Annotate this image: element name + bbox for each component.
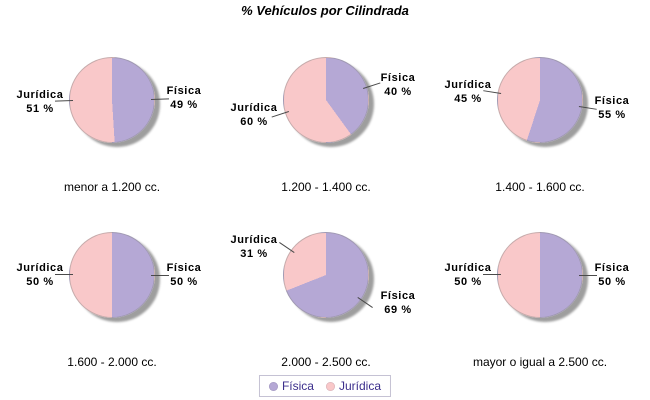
slice-series-name: Jurídica <box>444 262 492 274</box>
slice-percent-value: 50 % <box>170 276 198 288</box>
slice-label-juridica: Jurídica 50 % <box>17 261 64 289</box>
slice-percent-value: 60 % <box>240 116 268 129</box>
legend-item-fisica: Física <box>268 379 314 393</box>
slice-percent-value: 51 % <box>26 102 54 115</box>
slice-percent-value: 31 % <box>240 248 268 261</box>
slice-percent-value: 49 % <box>170 99 198 112</box>
category-label: mayor o igual a 2.500 cc. <box>472 355 608 369</box>
category-label: 2.000 - 2.500 cc. <box>281 355 371 369</box>
pie-circle <box>283 57 369 143</box>
pie-chart-cell: Física 49 % Jurídica 51 % menor a 1.200 cc. <box>5 40 219 215</box>
pie-circle <box>497 57 583 143</box>
slice-percent-value: 50 % <box>454 276 482 288</box>
slice-series-name: Física <box>594 262 630 274</box>
pie-chart-cell: Física 50 % Jurídica 50 % mayor o igual a 2.… <box>433 215 647 390</box>
slice-series-name: Jurídica <box>16 262 64 274</box>
slice-series-name: Jurídica <box>230 102 278 115</box>
pie-chart-cell: Física 69 % Jurídica 31 % 2.000 - 2.500 cc. <box>219 215 433 390</box>
slice-percent-value: 55 % <box>598 108 626 121</box>
slice-series-name: Jurídica <box>444 79 492 92</box>
legend-box: Física Jurídica <box>258 375 392 397</box>
slice-series-name: Física <box>380 71 416 84</box>
slice-percent-value: 50 % <box>26 276 54 288</box>
slice-percent-value: 69 % <box>384 303 412 316</box>
category-label: menor a 1.200 cc. <box>63 180 161 194</box>
slice-series-name: Física <box>380 289 416 302</box>
pie-chart-cell: Física 55 % Jurídica 45 % 1.400 - 1.600 cc. <box>433 40 647 215</box>
label-connector-line <box>483 274 501 275</box>
label-connector-line <box>150 98 169 100</box>
slice-label-fisica: Física 69 % <box>381 289 416 317</box>
legend-label-juridica: Jurídica <box>338 379 382 393</box>
slice-series-name: Física <box>594 94 630 107</box>
slice-label-fisica: Física 55 % <box>595 94 630 122</box>
label-connector-line <box>55 274 73 275</box>
pie-circle <box>283 232 369 318</box>
pie-circle <box>497 232 583 318</box>
slice-series-name: Física <box>166 262 202 274</box>
fisica-color-swatch-icon <box>268 381 278 391</box>
slice-percent-value: 45 % <box>454 93 482 106</box>
slice-label-juridica: Jurídica 31 % <box>231 233 278 261</box>
slice-label-fisica: Física 50 % <box>167 261 202 289</box>
category-label: 1.200 - 1.400 cc. <box>281 180 371 194</box>
legend-item-juridica: Jurídica <box>325 379 382 393</box>
slice-label-fisica: Física 50 % <box>595 261 630 289</box>
label-connector-line <box>357 296 374 308</box>
slice-label-juridica: Jurídica 60 % <box>231 101 278 129</box>
slice-series-name: Física <box>166 85 202 98</box>
pie-chart-cell: Física 50 % Jurídica 50 % 1.600 - 2.000 cc. <box>5 215 219 390</box>
category-label: 1.600 - 2.000 cc. <box>67 355 157 369</box>
slice-percent-value: 40 % <box>384 85 412 98</box>
label-connector-line <box>579 275 597 276</box>
pie-circle <box>69 232 155 318</box>
slice-series-name: Jurídica <box>16 88 64 101</box>
category-label: 1.400 - 1.600 cc. <box>495 180 585 194</box>
pie-circle <box>69 57 155 143</box>
legend-label-fisica: Física <box>281 379 314 393</box>
slice-percent-value: 50 % <box>598 276 626 288</box>
chart-title: % Vehículos por Cilindrada <box>241 3 409 18</box>
label-connector-line <box>151 275 169 276</box>
pie-chart-cell: Física 40 % Jurídica 60 % 1.200 - 1.400 cc. <box>219 40 433 215</box>
slice-label-fisica: Física 49 % <box>167 84 202 112</box>
slice-label-juridica: Jurídica 50 % <box>445 261 492 289</box>
slice-series-name: Jurídica <box>230 234 278 247</box>
slice-label-juridica: Jurídica 51 % <box>17 88 64 116</box>
slice-label-fisica: Física 40 % <box>381 71 416 99</box>
juridica-color-swatch-icon <box>325 381 335 391</box>
slice-label-juridica: Jurídica 45 % <box>445 78 492 106</box>
